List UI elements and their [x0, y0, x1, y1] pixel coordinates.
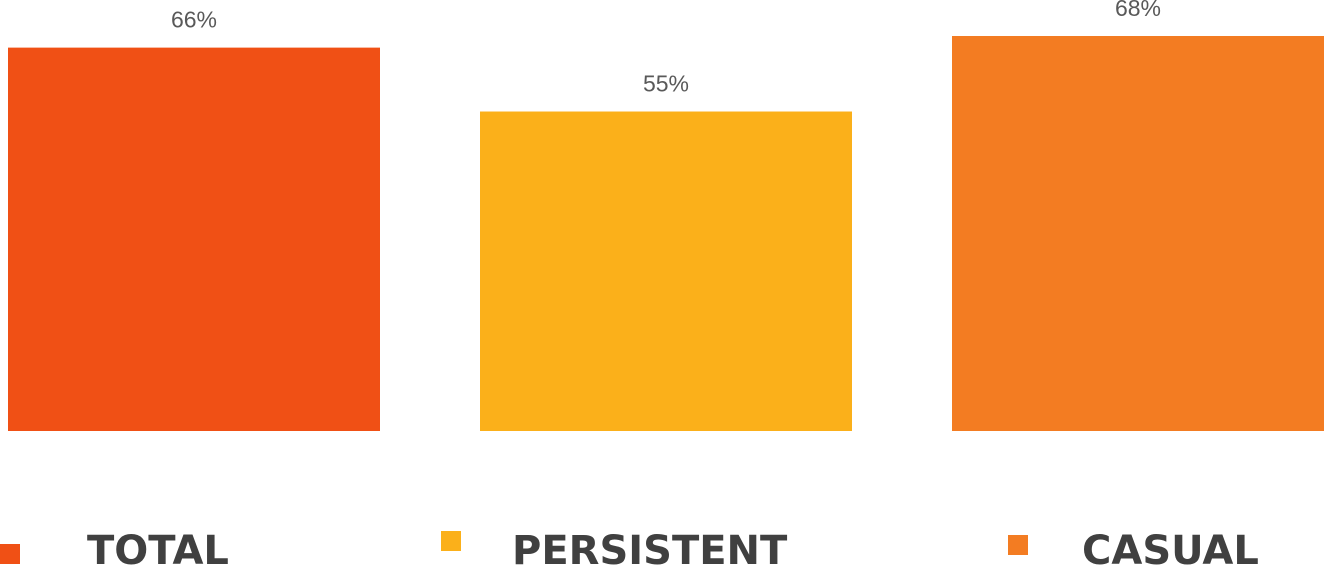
- legend-label-persistent: PERSISTENT: [512, 528, 788, 570]
- bar-casual: [952, 36, 1324, 431]
- bars-group: [8, 36, 1324, 431]
- value-label-persistent: 55%: [643, 71, 689, 97]
- legend-swatch-total: [0, 544, 20, 564]
- bar-persistent: [480, 111, 852, 431]
- value-label-total: 66%: [171, 7, 217, 33]
- legend-swatch-persistent: [441, 531, 461, 551]
- legend-label-total: TOTAL: [87, 528, 229, 570]
- value-label-casual: 68%: [1115, 0, 1161, 21]
- legend: TOTAL PERSISTENT CASUAL: [0, 528, 1259, 570]
- legend-swatch-casual: [1008, 535, 1028, 555]
- bar-total: [8, 47, 380, 431]
- legend-label-casual: CASUAL: [1082, 528, 1259, 570]
- value-labels-group: 66% 55% 68%: [171, 0, 1161, 97]
